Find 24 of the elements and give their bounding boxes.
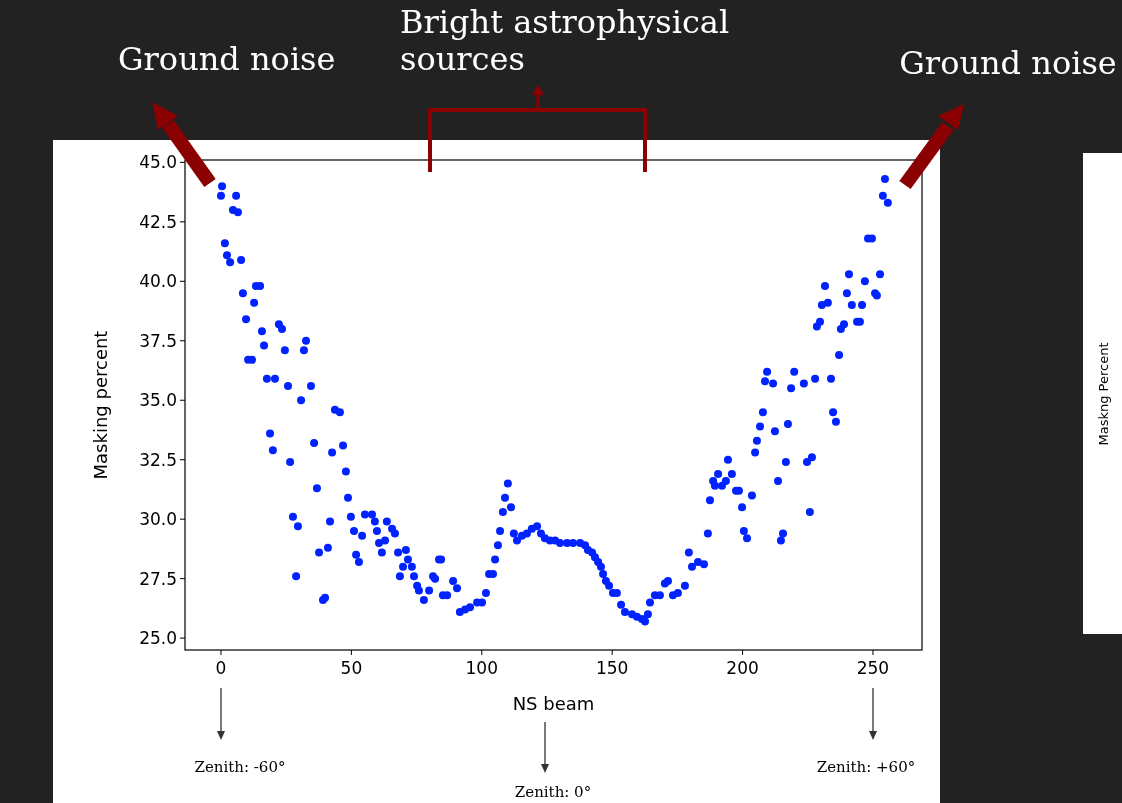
y-tick-label: 25.0 xyxy=(139,628,177,649)
x-tick-label: 50 xyxy=(340,658,363,678)
x-axis-title: NS beam xyxy=(512,693,595,714)
text: Ground noise xyxy=(899,44,1117,82)
text: Ground noise xyxy=(118,40,336,78)
x-tick-label: 250 xyxy=(856,658,890,678)
y-tick-label: 35.0 xyxy=(139,390,177,411)
y-tick-label: 42.5 xyxy=(139,211,177,232)
text: Zenith: -60° xyxy=(194,758,286,776)
y-tick-label: 37.5 xyxy=(139,330,177,351)
x-tick-label: 0 xyxy=(215,658,227,678)
text: Maskng Percent xyxy=(1096,342,1111,446)
y-tick-label: 32.5 xyxy=(139,449,177,470)
x-tick-label: 150 xyxy=(595,658,629,678)
y-axis-title: Masking percent xyxy=(90,330,111,480)
text: Bright astrophysical sources xyxy=(400,3,730,78)
x-tick-label: 100 xyxy=(465,658,499,678)
y-tick-label: 45.0 xyxy=(139,152,177,173)
y-tick-label: 30.0 xyxy=(139,509,177,530)
y-tick-label: 40.0 xyxy=(139,271,177,292)
x-tick-label: 200 xyxy=(726,658,759,678)
text: Zenith: 0° xyxy=(514,783,592,801)
y-tick-label: 27.5 xyxy=(139,568,177,589)
text: Zenith: +60° xyxy=(816,758,916,776)
